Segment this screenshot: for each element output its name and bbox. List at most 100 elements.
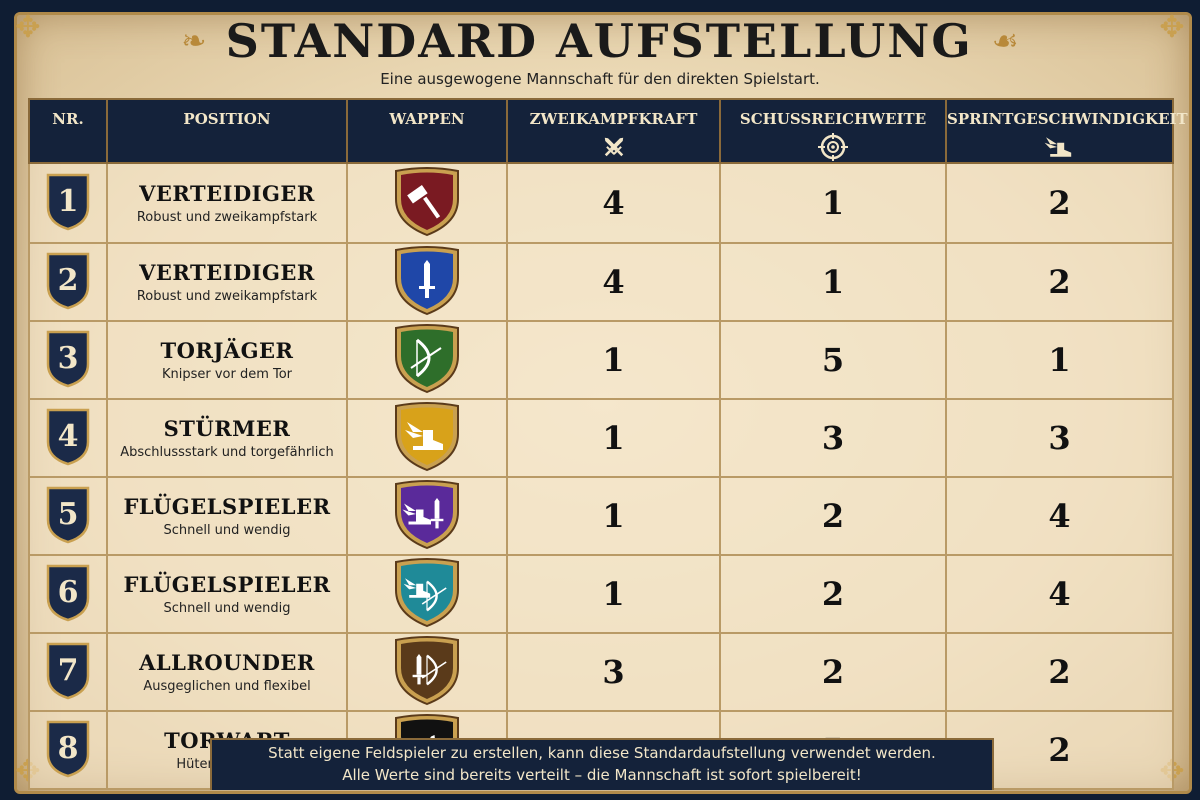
stat-sprint: 2 — [1048, 184, 1071, 222]
cell-nr: 3 — [28, 320, 108, 400]
crosshair-target-icon — [818, 133, 848, 161]
position-title: TORJÄGER — [160, 338, 294, 363]
cell-nr: 8 — [28, 710, 108, 790]
flourish-left-icon: ❧ — [181, 23, 207, 59]
position-description: Ausgeglichen und flexibel — [143, 679, 311, 694]
stat-schuss: 1 — [821, 263, 845, 301]
sword-icon — [395, 246, 459, 316]
stat-sprint: 1 — [1048, 341, 1071, 379]
row-number: 1 — [58, 184, 79, 219]
cell-wappen — [346, 398, 508, 478]
cell-zweikampf: 1 — [506, 398, 721, 478]
stat-schuss: 2 — [821, 653, 845, 691]
header-wappen: WAPPEN — [346, 98, 508, 164]
stat-sprint: 2 — [1048, 653, 1071, 691]
cell-sprint: 3 — [945, 398, 1174, 478]
cell-nr: 4 — [28, 398, 108, 478]
page-title: STANDARD AUFSTELLUNG — [225, 14, 973, 68]
row-number: 6 — [58, 575, 79, 610]
cell-sprint: 4 — [945, 476, 1174, 556]
cell-schuss: 3 — [719, 398, 947, 478]
cell-schuss: 2 — [719, 476, 947, 556]
cell-zweikampf: 4 — [506, 162, 721, 244]
cell-sprint: 2 — [945, 242, 1174, 322]
table-header-row: NR. POSITION WAPPEN ZWEIKAMPFKRAFT SCHUS… — [28, 98, 1188, 164]
position-title: VERTEIDIGER — [139, 260, 315, 285]
stat-sprint: 4 — [1048, 497, 1071, 535]
footer-line-1: Statt eigene Feldspieler zu erstellen, k… — [268, 744, 936, 762]
hammer-icon — [395, 167, 459, 237]
cell-zweikampf: 3 — [506, 632, 721, 712]
cell-wappen — [346, 242, 508, 322]
row-number: 8 — [58, 731, 79, 766]
cell-sprint: 1 — [945, 320, 1174, 400]
cell-wappen — [346, 476, 508, 556]
position-description: Abschlussstark und torgefährlich — [120, 445, 334, 460]
row-number: 3 — [58, 341, 79, 376]
position-title: ALLROUNDER — [139, 650, 315, 675]
stat-zweikampf: 4 — [602, 184, 625, 222]
number-shield-icon: 2 — [46, 252, 90, 310]
crossed-swords-icon — [604, 137, 623, 157]
cell-nr: 6 — [28, 554, 108, 634]
cell-position: ALLROUNDER Ausgeglichen und flexibel — [106, 632, 348, 712]
table-row: 3 TORJÄGER Knipser vor dem Tor 1 5 1 — [28, 320, 1174, 400]
stat-schuss: 2 — [821, 497, 845, 535]
cell-nr: 5 — [28, 476, 108, 556]
stat-sprint: 3 — [1048, 419, 1071, 457]
footer-line-2: Alle Werte sind bereits verteilt – die M… — [342, 766, 862, 784]
number-shield-icon: 7 — [46, 642, 90, 700]
position-description: Schnell und wendig — [163, 523, 291, 538]
cell-schuss: 1 — [719, 242, 947, 322]
table-row: 5 FLÜGELSPIELER Schnell und wendig 1 2 4 — [28, 476, 1174, 556]
header-zweikampf: ZWEIKAMPFKRAFT — [506, 98, 721, 164]
table-row: 1 VERTEIDIGER Robust und zweikampfstark … — [28, 162, 1174, 244]
cell-wappen — [346, 320, 508, 400]
position-description: Robust und zweikampfstark — [136, 210, 318, 225]
cell-nr: 2 — [28, 242, 108, 322]
cell-schuss: 5 — [719, 320, 947, 400]
table-row: 6 FLÜGELSPIELER Schnell und wendig 1 2 4 — [28, 554, 1174, 634]
table-row: 7 ALLROUNDER Ausgeglichen und flexibel 3… — [28, 632, 1174, 712]
cell-zweikampf: 4 — [506, 242, 721, 322]
corner-ornament-icon: ✥ — [1159, 10, 1185, 45]
stat-schuss: 3 — [821, 419, 845, 457]
stat-schuss: 1 — [821, 184, 845, 222]
position-description: Knipser vor dem Tor — [161, 367, 293, 382]
cell-sprint: 2 — [945, 632, 1174, 712]
cell-zweikampf: 1 — [506, 554, 721, 634]
corner-ornament-icon: ✥ — [15, 10, 41, 45]
flourish-right-icon: ☙ — [991, 23, 1019, 59]
sword-bow-icon — [395, 636, 459, 706]
winged-boot-icon — [395, 402, 459, 472]
stat-schuss: 2 — [821, 575, 845, 613]
stat-sprint: 2 — [1048, 731, 1071, 769]
row-number: 2 — [58, 263, 79, 298]
stat-zweikampf: 1 — [602, 419, 625, 457]
cell-sprint: 4 — [945, 554, 1174, 634]
row-number: 4 — [58, 419, 79, 454]
cell-nr: 1 — [28, 162, 108, 244]
number-shield-icon: 4 — [46, 408, 90, 466]
header-position: POSITION — [106, 98, 348, 164]
cell-position: TORJÄGER Knipser vor dem Tor — [106, 320, 348, 400]
stat-sprint: 4 — [1048, 575, 1071, 613]
stat-sprint: 2 — [1048, 263, 1071, 301]
cell-position: VERTEIDIGER Robust und zweikampfstark — [106, 162, 348, 244]
position-title: VERTEIDIGER — [139, 181, 315, 206]
number-shield-icon: 3 — [46, 330, 90, 388]
cell-position: FLÜGELSPIELER Schnell und wendig — [106, 554, 348, 634]
number-shield-icon: 1 — [46, 173, 90, 231]
winged-boot-bow-icon — [395, 558, 459, 628]
footer-banner: Statt eigene Feldspieler zu erstellen, k… — [210, 738, 994, 790]
position-title: STÜRMER — [163, 416, 291, 441]
page-subtitle: Eine ausgewogene Mannschaft für den dire… — [380, 70, 820, 88]
position-description: Schnell und wendig — [163, 601, 291, 616]
stat-schuss: 5 — [821, 341, 845, 379]
row-number: 5 — [58, 497, 79, 532]
header-schuss: SCHUSSREICHWEITE — [719, 98, 947, 164]
cell-schuss: 1 — [719, 162, 947, 244]
header-nr: NR. — [28, 98, 108, 164]
table-row: 2 VERTEIDIGER Robust und zweikampfstark … — [28, 242, 1174, 322]
cell-wappen — [346, 162, 508, 244]
